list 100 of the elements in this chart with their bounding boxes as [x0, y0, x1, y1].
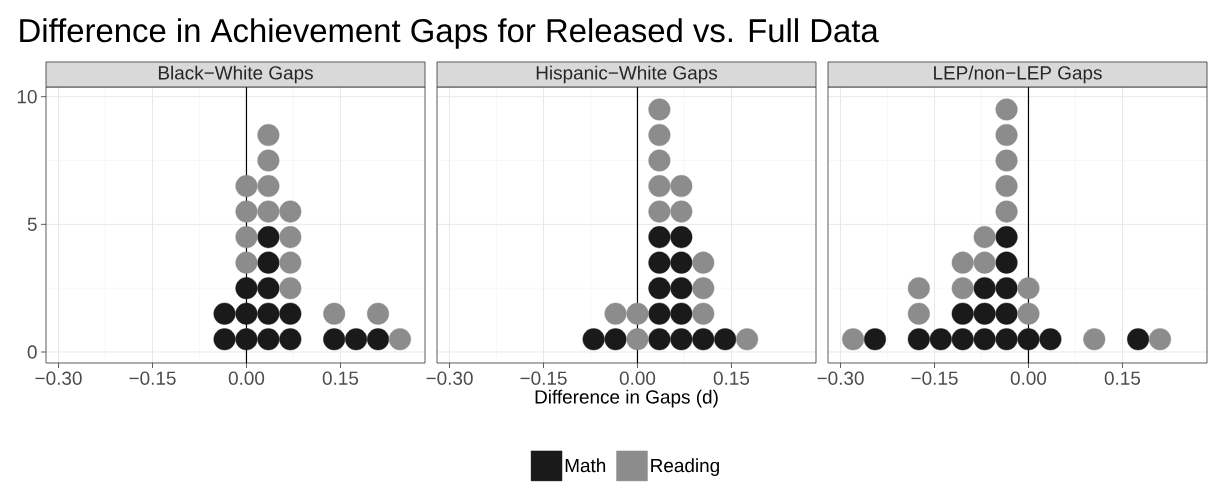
point	[279, 277, 302, 300]
point	[864, 328, 886, 351]
point	[995, 123, 1018, 146]
point	[995, 200, 1018, 223]
point	[995, 277, 1018, 300]
x-tick-label: 0.00	[1010, 371, 1047, 385]
point	[235, 328, 258, 351]
point	[1039, 328, 1062, 351]
point	[1017, 277, 1040, 300]
point	[279, 328, 302, 351]
point	[670, 302, 693, 325]
point	[929, 328, 952, 351]
point	[279, 226, 302, 249]
point	[213, 302, 236, 325]
point	[648, 302, 671, 325]
point	[323, 328, 346, 351]
chart-subtitle: Black−White Gaps	[158, 65, 313, 84]
point	[995, 98, 1018, 121]
point	[257, 277, 280, 300]
point	[279, 200, 302, 223]
point	[973, 328, 996, 351]
point	[235, 277, 258, 300]
point	[257, 251, 280, 274]
point	[995, 149, 1018, 172]
x-tick-label: 0.00	[619, 371, 656, 385]
x-tick-label: −0.30	[35, 371, 82, 385]
point	[995, 251, 1018, 274]
point	[648, 200, 671, 223]
point	[973, 302, 996, 325]
point	[1017, 302, 1040, 325]
point	[973, 251, 996, 274]
point	[670, 251, 693, 274]
chart-title: Difference in Achievement Gaps for Released vs. Full Data	[20, 18, 879, 49]
point	[714, 328, 737, 351]
point	[235, 200, 258, 223]
point	[951, 277, 974, 300]
point	[257, 226, 280, 249]
point	[692, 302, 715, 325]
y-tick-label: 10	[17, 89, 37, 104]
point	[670, 226, 693, 249]
x-tick-label: −0.15	[911, 371, 958, 385]
point	[626, 302, 649, 325]
point	[648, 251, 671, 274]
point	[257, 200, 280, 223]
point	[648, 123, 671, 146]
x-tick-label: −0.30	[426, 371, 473, 385]
point	[973, 226, 996, 249]
x-tick-label: −0.15	[520, 371, 567, 385]
point	[907, 328, 930, 351]
point	[257, 149, 280, 172]
point	[604, 328, 627, 351]
point	[235, 226, 258, 249]
point	[1017, 328, 1040, 351]
point	[235, 251, 258, 274]
y-tick-label: 0	[27, 345, 37, 359]
point	[388, 328, 411, 351]
point	[257, 174, 280, 197]
point	[626, 328, 649, 351]
point	[257, 328, 280, 351]
point	[951, 302, 974, 325]
point	[907, 277, 930, 300]
chart-subtitle: LEP/non−LEP Gaps	[934, 65, 1102, 84]
point	[995, 174, 1018, 197]
point	[648, 174, 671, 197]
point	[973, 277, 996, 300]
point	[995, 226, 1018, 249]
point	[1127, 328, 1150, 351]
point	[995, 302, 1018, 325]
x-tick-label: 0.15	[322, 371, 359, 385]
point	[670, 174, 693, 197]
point	[367, 302, 390, 325]
chart-subtitle: Hispanic−White Gaps	[536, 65, 718, 84]
point	[670, 200, 693, 223]
point	[951, 251, 974, 274]
point	[257, 302, 280, 325]
point	[692, 251, 715, 274]
point	[692, 277, 715, 300]
point	[648, 226, 671, 249]
x-tick-label: −0.30	[817, 371, 864, 385]
x-tick-label: −0.15	[129, 371, 176, 385]
x-tick-label: 0.00	[228, 371, 265, 385]
point	[235, 302, 258, 325]
point	[279, 302, 302, 325]
y-tick-label: 5	[27, 217, 37, 231]
x-axis-title: Difference in Gaps (d)	[535, 389, 718, 408]
legend-label: Reading	[651, 458, 719, 476]
x-tick-label: 0.15	[1104, 371, 1141, 385]
point	[648, 277, 671, 300]
point	[842, 328, 865, 351]
point	[736, 328, 759, 351]
point	[692, 328, 715, 351]
point	[648, 328, 671, 351]
point	[213, 328, 236, 351]
point	[367, 328, 390, 351]
point	[323, 302, 346, 325]
point	[345, 328, 368, 351]
legend-label: Math	[565, 458, 606, 473]
x-tick-label: 0.15	[713, 371, 750, 385]
point	[670, 277, 693, 300]
point	[582, 328, 605, 351]
